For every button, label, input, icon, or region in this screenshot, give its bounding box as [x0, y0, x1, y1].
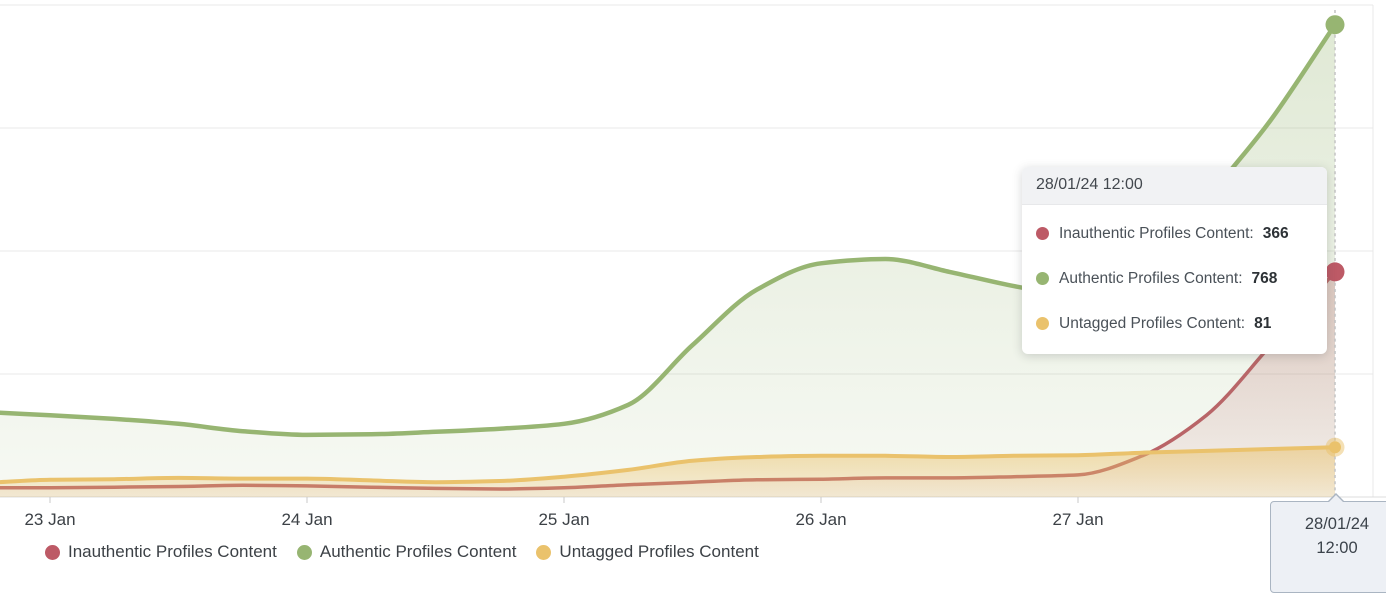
x-axis-label-27-jan: 27 Jan	[1052, 510, 1104, 529]
tooltip-series-label: Untagged Profiles Content:	[1059, 314, 1246, 332]
legend-label: Untagged Profiles Content	[559, 542, 759, 561]
highlight-dot	[1325, 262, 1345, 282]
series-line-2	[0, 445, 1337, 485]
legend-label: Authentic Profiles Content	[319, 542, 517, 561]
tooltip-row-inauthentic: Inauthentic Profiles Content: 366	[1036, 211, 1313, 256]
highlight-dot	[1329, 441, 1341, 454]
legend-dot-icon	[45, 544, 60, 560]
chart-canvas[interactable]	[0, 0, 1386, 506]
tooltip-body: Inauthentic Profiles Content: 366 Authen…	[1022, 205, 1327, 354]
x-axis-label-23-jan: 23 Jan	[24, 510, 76, 529]
legend-label: Inauthentic Profiles Content	[68, 542, 277, 561]
x-axis-label-24-jan: 24 Jan	[281, 510, 333, 529]
legend-dot-icon	[296, 544, 312, 560]
pointer-notch-fill-icon	[1329, 495, 1343, 502]
series-area-2	[0, 447, 1335, 497]
tooltip-series-label: Authentic Profiles Content:	[1059, 269, 1243, 287]
chart-tooltip: 28/01/24 12:00 Inauthentic Profiles Cont…	[1022, 167, 1327, 354]
series-dot-icon	[1036, 317, 1049, 330]
tooltip-row-authentic: Authentic Profiles Content: 768	[1036, 256, 1313, 301]
x-axis-label-26-jan: 26 Jan	[795, 510, 847, 529]
highlight-dot	[1325, 15, 1345, 35]
tooltip-series-value: 768	[1251, 269, 1278, 287]
tooltip-row-untagged: Untagged Profiles Content: 81	[1036, 301, 1313, 346]
legend-item-untagged[interactable]: Untagged Profiles Content	[536, 542, 759, 562]
pointer-label-date: 28/01/24	[1304, 515, 1370, 533]
tooltip-series-label: Inauthentic Profiles Content:	[1059, 224, 1254, 242]
legend-dot-icon	[536, 544, 552, 560]
x-axis-pointer-label: 28/01/24 12:00	[1270, 493, 1386, 593]
tooltip-series-value: 366	[1262, 224, 1289, 242]
tooltip-series-value: 81	[1254, 314, 1272, 332]
tooltip-header: 28/01/24 12:00	[1022, 167, 1327, 205]
series-area-1	[0, 24, 1335, 497]
legend-item-authentic[interactable]: Authentic Profiles Content	[296, 542, 517, 562]
series-dot-icon	[1036, 227, 1049, 240]
x-axis-label-25-jan: 25 Jan	[538, 510, 590, 529]
legend-item-inauthentic[interactable]: Inauthentic Profiles Content	[45, 542, 277, 562]
pointer-label-time: 12:00	[1316, 539, 1358, 557]
series-dot-icon	[1036, 272, 1049, 285]
chart-legend: Inauthentic Profiles Content Authentic P…	[45, 542, 759, 562]
